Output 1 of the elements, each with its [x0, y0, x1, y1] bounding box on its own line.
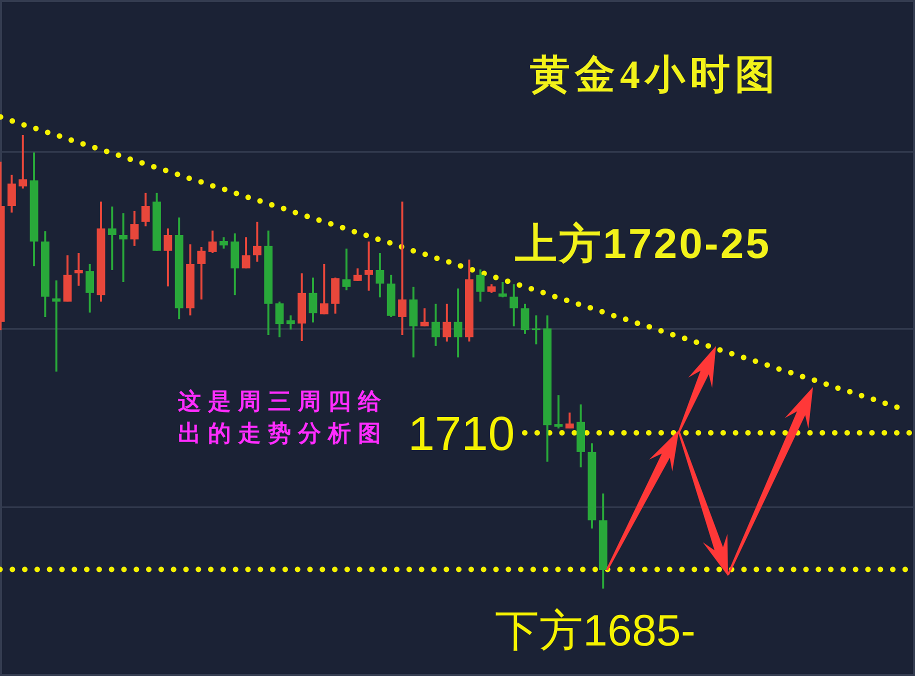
title: 黄金4小时图 [530, 52, 780, 97]
